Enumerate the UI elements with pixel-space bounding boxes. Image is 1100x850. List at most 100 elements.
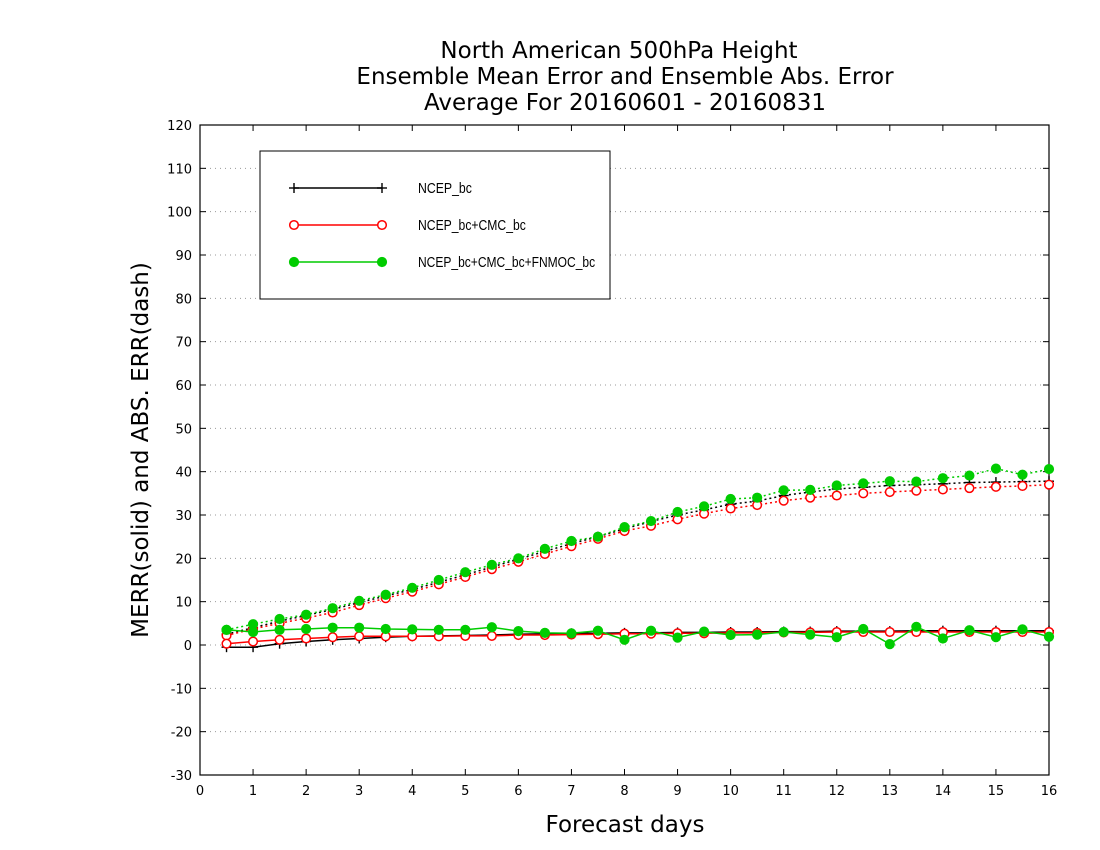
abs-err-point xyxy=(831,490,842,501)
legend-item: NCEP_bc+CMC_bc xyxy=(288,217,526,234)
merr-point xyxy=(354,622,365,633)
legend-marker xyxy=(377,183,387,193)
abs-err-point xyxy=(539,543,551,554)
merr-point xyxy=(698,626,710,637)
merr-point xyxy=(778,626,789,638)
y-tick-label: 10 xyxy=(175,596,192,611)
merr-point xyxy=(858,623,869,635)
x-axis-label: Forecast days xyxy=(546,812,705,838)
merr-point xyxy=(301,623,312,635)
title-line-1: North American 500hPa Height xyxy=(440,38,797,64)
merr-point xyxy=(725,629,736,641)
merr-point xyxy=(274,624,285,635)
x-tick-label: 4 xyxy=(408,784,416,799)
abs-err-point xyxy=(698,501,710,512)
y-tick-label: 80 xyxy=(175,292,192,307)
abs-err-point xyxy=(911,485,922,496)
legend-label: NCEP_bc xyxy=(418,180,472,197)
legend: NCEP_bc NCEP_bc+CMC_bc NCEP_bc+CMC_bc+FNMO… xyxy=(259,150,611,300)
merr-point xyxy=(752,629,763,640)
abs-err-line xyxy=(226,480,1050,635)
merr-point xyxy=(380,623,391,635)
merr-point xyxy=(248,636,259,647)
y-tick-label: 40 xyxy=(175,466,192,481)
x-axis-ticks: 0 1 2 3 4 5 6 7 8 9 10 11 12 13 14 15 16 xyxy=(196,125,1057,799)
abs-err-point xyxy=(1017,469,1028,480)
x-tick-label: 9 xyxy=(673,784,681,799)
abs-err-line xyxy=(226,483,1050,637)
abs-err-point xyxy=(831,480,842,491)
legend-marker xyxy=(288,219,300,231)
y-axis-ticks: -30 -20 -10 0 10 20 30 40 50 60 70 80 90 100 110 120 xyxy=(167,119,1049,784)
x-tick-label: 14 xyxy=(935,784,952,799)
y-tick-label: 50 xyxy=(175,422,192,437)
abs-err-point xyxy=(858,478,869,489)
plot-frame xyxy=(199,124,1050,776)
abs-err-point xyxy=(805,484,816,495)
merr-point xyxy=(911,621,922,632)
merr-point xyxy=(301,633,312,644)
merr-point xyxy=(1043,631,1055,642)
merr-point xyxy=(566,628,577,639)
merr-point xyxy=(354,631,365,642)
x-tick-label: 10 xyxy=(722,784,739,799)
merr-point xyxy=(221,624,232,635)
legend-marker xyxy=(289,183,299,193)
y-tick-label: 60 xyxy=(175,379,192,394)
abs-err-point xyxy=(964,483,975,494)
abs-err-point xyxy=(1043,479,1055,490)
abs-err-point xyxy=(566,535,577,547)
abs-err-point xyxy=(1017,480,1028,492)
merr-point xyxy=(990,632,1002,643)
title-line-2: Ensemble Mean Error and Ensemble Abs. Er… xyxy=(356,64,894,90)
x-tick-label: 11 xyxy=(775,784,792,799)
abs-err-point xyxy=(858,488,869,499)
abs-err-point xyxy=(778,485,789,496)
merr-point xyxy=(460,624,471,635)
merr-point xyxy=(831,632,842,643)
x-tick-label: 2 xyxy=(302,784,310,799)
merr-point xyxy=(805,629,816,640)
y-tick-label: 100 xyxy=(167,206,192,221)
merr-point xyxy=(672,632,683,643)
abs-err-point xyxy=(964,470,975,481)
merr-line xyxy=(226,625,1050,645)
y-tick-label: -30 xyxy=(171,769,192,784)
x-tick-label: 3 xyxy=(355,784,363,799)
y-tick-label: 0 xyxy=(184,639,192,654)
x-tick-label: 16 xyxy=(1041,784,1058,799)
legend-marker xyxy=(288,256,300,268)
abs-err-point xyxy=(592,531,604,542)
abs-err-point xyxy=(274,613,285,625)
merr-point xyxy=(247,626,259,638)
x-tick-label: 15 xyxy=(988,784,1005,799)
merr-point xyxy=(937,633,948,644)
y-tick-label: 30 xyxy=(175,509,192,524)
abs-err-point xyxy=(645,515,657,527)
y-tick-label: 120 xyxy=(167,119,192,134)
legend-label: NCEP_bc+CMC_bc+FNMOC_bc xyxy=(418,254,595,271)
merr-point xyxy=(221,638,232,649)
abs-err-point xyxy=(884,486,895,498)
x-tick-label: 1 xyxy=(249,784,257,799)
legend-item: NCEP_bc xyxy=(289,180,472,197)
merr-point xyxy=(433,624,444,635)
x-tick-label: 12 xyxy=(828,784,845,799)
series-1 xyxy=(221,479,1055,649)
abs-err-point xyxy=(937,473,948,484)
y-tick-label: -20 xyxy=(171,726,192,741)
abs-err-point xyxy=(354,595,365,606)
abs-err-point xyxy=(937,484,948,495)
abs-err-point xyxy=(1043,463,1055,475)
x-tick-label: 5 xyxy=(461,784,469,799)
abs-err-point xyxy=(778,495,789,506)
merr-point xyxy=(327,622,338,633)
abs-err-point xyxy=(433,574,444,586)
y-tick-label: 20 xyxy=(175,552,192,567)
chart-title: North American 500hPa Height Ensemble Me… xyxy=(356,38,894,116)
legend-marker xyxy=(376,256,388,268)
merr-point xyxy=(592,625,604,636)
merr-point xyxy=(513,626,524,637)
abs-err-point xyxy=(486,559,497,570)
